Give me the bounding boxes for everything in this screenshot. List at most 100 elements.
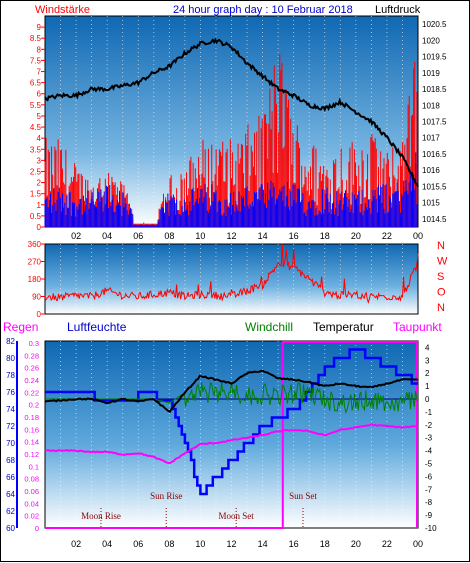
pressure-tick-label: 1018.5 (422, 85, 447, 94)
direction-tick-label: 90 (32, 293, 41, 302)
humidity-tick-label: 64 (6, 490, 15, 499)
direction-tick-label: 270 (28, 258, 42, 267)
humidity-tick-label: 76 (6, 388, 15, 397)
time-tick-label: 06 (133, 231, 143, 241)
sun-rise-label: Sun Rise (150, 491, 182, 501)
humidity-tick-label: 68 (6, 456, 15, 465)
wind-tick-label: 8.5 (30, 34, 42, 43)
wind-tick-label: 2 (37, 179, 42, 188)
time-tick-label: 00 (413, 539, 423, 549)
temperature-tick-label: -4 (425, 447, 433, 456)
pressure-tick-label: 1015 (422, 199, 440, 208)
time-tick-label: 16 (289, 231, 299, 241)
pressure-tick-label: 1020.5 (422, 20, 447, 29)
time-tick-label: 02 (71, 539, 81, 549)
wind-tick-label: 6.5 (30, 79, 42, 88)
dewpoint-line (44, 423, 419, 465)
temperature-tick-label: -9 (425, 511, 433, 520)
rain-tick-label: 0.3 (29, 339, 39, 348)
moon-rise-label: Moon Rise (81, 511, 121, 521)
pressure-tick-label: 1019 (422, 69, 440, 78)
rain-tick-label: 0.1 (29, 462, 39, 471)
time-tick-label: 20 (351, 539, 361, 549)
wind-pressure-panel: 0 0.5 1 1.5 2 2.5 3 3.5 4 4.5 5 5.5 6 6.5 7 7.5 8 8.5 9 10… (30, 15, 447, 241)
moon-set-label: Moon Set (219, 511, 255, 521)
temperature-tick-label: -7 (425, 485, 433, 494)
sun-set-label: Sun Set (289, 491, 317, 501)
wind-tick-label: 0.5 (30, 212, 42, 221)
wind-tick-label: 0 (37, 223, 42, 232)
rain-tick-label: 0.02 (24, 512, 39, 521)
south-label: S (437, 271, 444, 283)
wind-tick-label: 7 (37, 68, 42, 77)
time-tick-label: 18 (320, 231, 330, 241)
wind-tick-label: 9 (37, 23, 42, 32)
rain-tick-label: 0.12 (24, 450, 39, 459)
time-tick-label: 14 (258, 231, 268, 241)
time-tick-label: 04 (102, 231, 112, 241)
temperature-tick-label: 2 (425, 369, 430, 378)
humidity-tick-label: 74 (6, 405, 15, 414)
windchill-legend: Windchill (245, 320, 293, 334)
humidity-tick-label: 82 (6, 337, 15, 346)
humidity-tick-label: 60 (6, 524, 15, 533)
time-tick-label: 20 (351, 231, 361, 241)
wind-tick-label: 6 (37, 90, 42, 99)
rain-tick-label: 0.22 (24, 388, 39, 397)
temperature-tick-label: -6 (425, 472, 433, 481)
time-tick-label: 14 (258, 539, 268, 549)
humidity-tick-label: 78 (6, 371, 15, 380)
temperature-line (44, 369, 419, 413)
rain-tick-label: 0.18 (24, 413, 39, 422)
wind-direction-plot-area (44, 243, 419, 315)
rain-tick-label: 0.16 (24, 425, 39, 434)
time-tick-label: 16 (289, 539, 299, 549)
wind-tick-label: 4 (37, 134, 42, 143)
pressure-tick-label: 1020 (422, 36, 440, 45)
west-label: W (437, 256, 448, 268)
direction-tick-label: 360 (28, 240, 42, 249)
humidity-tick-label: 80 (6, 354, 15, 363)
rain-tick-label: 0.14 (24, 438, 39, 447)
temperature-tick-label: -3 (425, 434, 433, 443)
temperature-tick-label: -5 (425, 460, 433, 469)
temperature-tick-label: 4 (425, 343, 430, 352)
rain-tick-label: 0.2 (29, 401, 39, 410)
rain-tick-label: 0.24 (24, 376, 39, 385)
pressure-tick-label: 1018 (422, 101, 440, 110)
temperature-tick-label: -8 (425, 498, 433, 507)
temperature-tick-label: 1 (425, 382, 430, 391)
wind-tick-label: 4.5 (30, 123, 42, 132)
temperature-tick-label: 3 (425, 356, 430, 365)
pressure-tick-label: 1017.5 (422, 118, 447, 127)
time-tick-label: 06 (133, 539, 143, 549)
dewpoint-legend: Taupunkt (393, 320, 442, 334)
pressure-tick-label: 1017 (422, 134, 440, 143)
north-label: N (437, 240, 445, 252)
pressure-axis-title: Luftdruck (375, 4, 421, 16)
time-tick-label: 10 (195, 539, 205, 549)
time-tick-label: 08 (164, 539, 174, 549)
rain-line (45, 341, 418, 529)
pressure-line (44, 37, 419, 188)
rain-tick-label: 0.08 (24, 475, 39, 484)
pressure-tick-label: 1019.5 (422, 53, 447, 62)
wind-tick-label: 3.5 (30, 145, 42, 154)
rain-tick-label: 0.28 (24, 351, 39, 360)
wind-tick-label: 8 (37, 45, 42, 54)
humidity-temperature-plot-area (44, 340, 419, 529)
time-tick-label: 18 (320, 539, 330, 549)
time-tick-label: 12 (226, 231, 236, 241)
humidity-tick-label: 70 (6, 439, 15, 448)
rain-tick-label: 0.04 (24, 499, 39, 508)
time-tick-label: 22 (382, 539, 392, 549)
pressure-tick-label: 1016.5 (422, 150, 447, 159)
wind-tick-label: 2.5 (30, 167, 42, 176)
rain-tick-label: 0.06 (24, 487, 39, 496)
wind-tick-label: 1.5 (30, 190, 42, 199)
temperature-tick-label: 0 (425, 395, 430, 404)
humidity-tick-label: 62 (6, 507, 15, 516)
time-tick-label: 10 (195, 231, 205, 241)
